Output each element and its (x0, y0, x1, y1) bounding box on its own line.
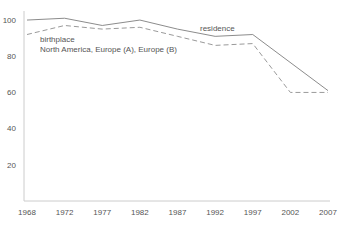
svg-text:1992: 1992 (206, 208, 224, 217)
html-text:residence: residence (200, 24, 235, 33)
svg-text:100: 100 (8, 16, 17, 25)
svg-text:60: 60 (8, 88, 17, 97)
svg-text:1982: 1982 (131, 208, 149, 217)
svg-text:20: 20 (8, 161, 17, 170)
svg-text:2007: 2007 (319, 208, 332, 217)
svg-text:80: 80 (8, 52, 17, 61)
svg-text:1972: 1972 (56, 208, 74, 217)
svg-text:1977: 1977 (93, 208, 111, 217)
svg-text:1968: 1968 (18, 208, 36, 217)
svg-text:2002: 2002 (281, 208, 299, 217)
svg-text:40: 40 (8, 124, 17, 133)
html-text:North America, Europe (A), Eur: North America, Europe (A), Europe (B) (40, 45, 177, 54)
svg-text:1997: 1997 (244, 208, 262, 217)
html-text:birthplace: birthplace (40, 35, 75, 44)
svg-text:1987: 1987 (169, 208, 187, 217)
